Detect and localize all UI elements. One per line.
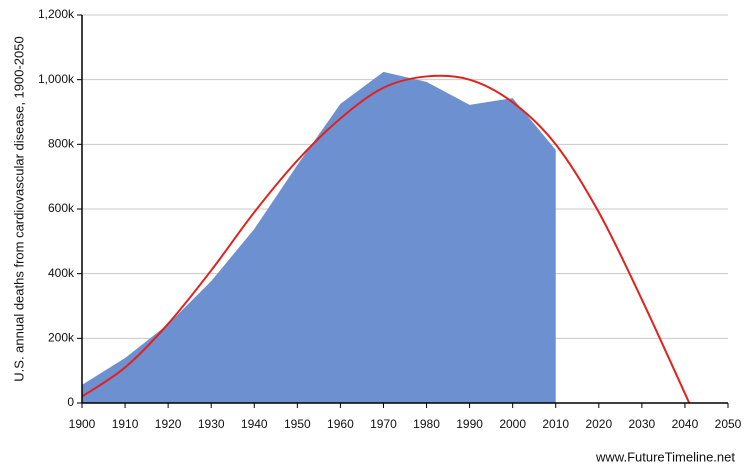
- x-tick-label: 1940: [241, 417, 268, 431]
- trend-line: [81, 74, 691, 404]
- footer: www.FutureTimeline.net: [595, 449, 735, 464]
- x-tick-label: 2010: [542, 417, 569, 431]
- x-tick-label: 1950: [284, 417, 311, 431]
- area: [82, 71, 556, 403]
- x-tick-label: 1910: [112, 417, 139, 431]
- y-tick-label: 1,200k: [38, 7, 75, 21]
- x-tick-label: 1930: [198, 417, 225, 431]
- x-tick-label: 1900: [69, 417, 96, 431]
- x-tick-label: 2000: [499, 417, 526, 431]
- x-tick-label: 2030: [629, 417, 656, 431]
- y-axis-label: U.S. annual deaths from cardiovascular d…: [11, 36, 26, 381]
- x-tick-label: 1980: [413, 417, 440, 431]
- x-tick-label: 1920: [155, 417, 182, 431]
- y-tick-label: 600k: [48, 201, 75, 215]
- x-tick-label: 2020: [585, 417, 612, 431]
- y-tick-label: 0: [67, 395, 74, 409]
- y-tick-label: 400k: [48, 266, 75, 280]
- x-tick-label: 1990: [456, 417, 483, 431]
- x-tick-label: 2040: [672, 417, 699, 431]
- y-tick-label: 200k: [48, 331, 75, 345]
- x-tick-label: 1960: [327, 417, 354, 431]
- y-tick-label: 1,000k: [38, 72, 75, 86]
- x-tick-label: 2050: [715, 417, 742, 431]
- x-tick-label: 1970: [370, 417, 397, 431]
- y-tick-label: 800k: [48, 137, 75, 151]
